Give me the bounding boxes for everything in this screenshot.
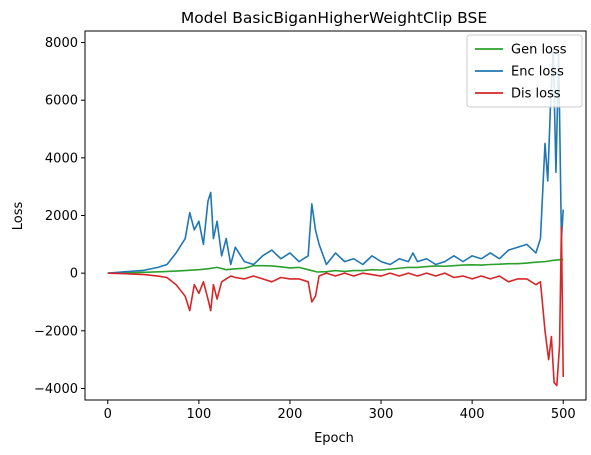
x-tick-label: 0 — [104, 407, 112, 422]
series-line-gen-loss — [107, 258, 564, 274]
legend: Gen loss Enc loss Dis loss — [466, 34, 583, 108]
y-tick-label: −2000 — [34, 324, 78, 339]
y-tick-label: 4000 — [45, 151, 78, 166]
y-tick-label: 8000 — [45, 36, 78, 51]
x-axis: 0 100 200 300 400 500 — [104, 400, 576, 422]
y-tick-label: −4000 — [34, 382, 78, 397]
legend-label: Enc loss — [511, 65, 564, 80]
y-axis: −4000 −2000 0 2000 4000 6000 8000 — [34, 36, 85, 397]
legend-box — [466, 34, 583, 108]
x-tick-label: 300 — [369, 407, 394, 422]
x-tick-label: 500 — [551, 407, 576, 422]
legend-label: Dis loss — [511, 87, 561, 102]
y-axis-label: Loss — [11, 202, 26, 231]
x-axis-label: Epoch — [314, 431, 354, 446]
series-line-enc-loss — [107, 47, 565, 274]
x-tick-label: 200 — [278, 407, 303, 422]
series-line-dis-loss — [107, 226, 565, 387]
x-tick-label: 100 — [186, 407, 211, 422]
chart-title: Model BasicBiganHigherWeightClip BSE — [181, 9, 487, 27]
legend-label: Gen loss — [511, 43, 567, 58]
y-tick-label: 6000 — [45, 94, 78, 109]
y-tick-label: 0 — [70, 267, 78, 282]
x-tick-label: 400 — [460, 407, 485, 422]
plot-area — [107, 47, 565, 387]
y-tick-label: 2000 — [45, 209, 78, 224]
